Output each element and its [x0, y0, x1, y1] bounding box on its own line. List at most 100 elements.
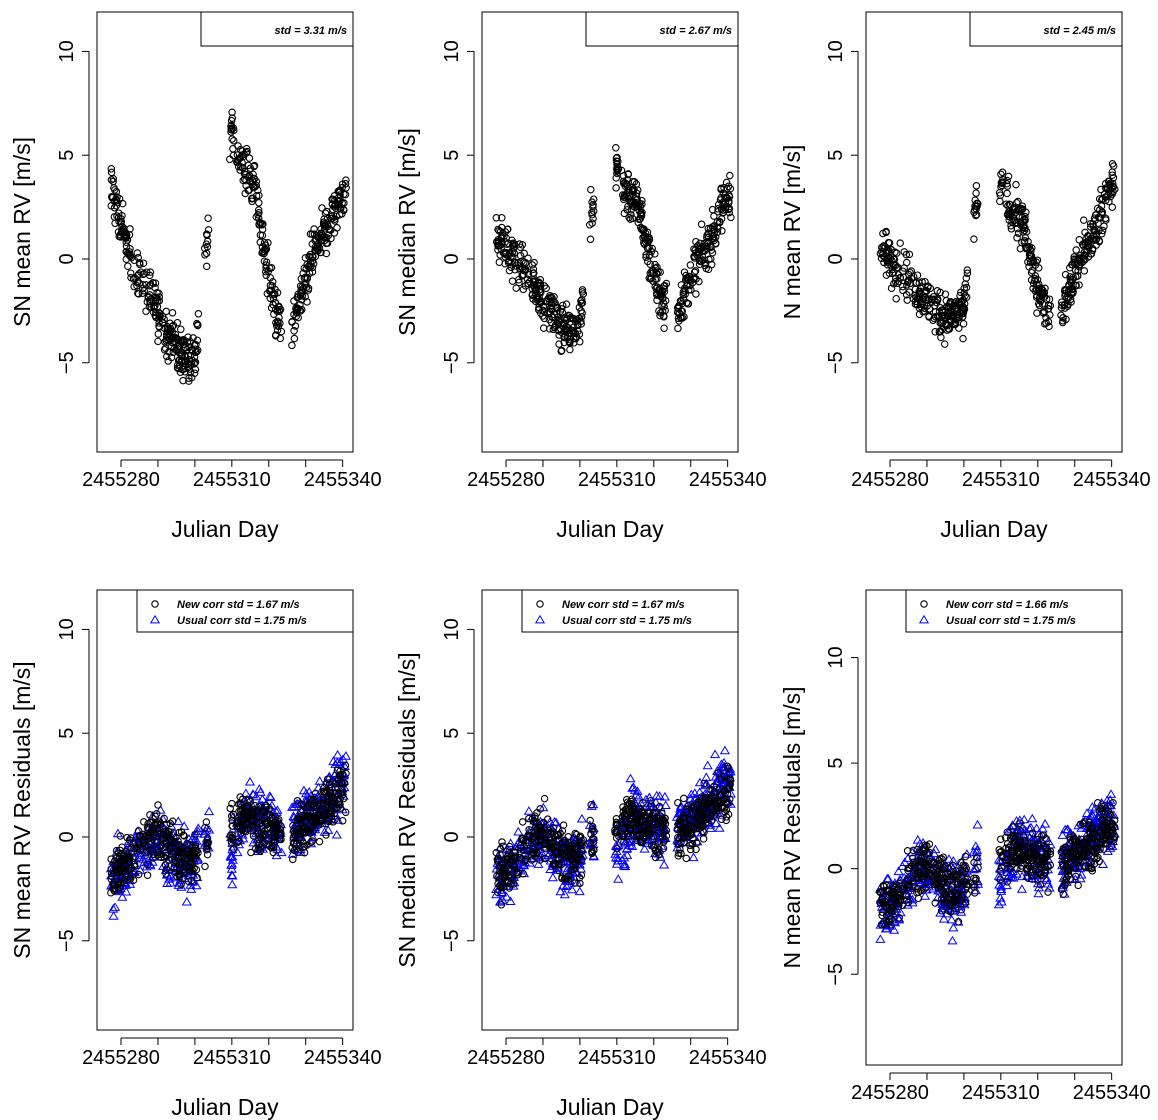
triangle-point: [547, 872, 558, 882]
y-tick-label: 0: [56, 831, 78, 842]
circle-point: [589, 195, 598, 203]
triangle-point: [165, 877, 176, 887]
triangle-point: [710, 749, 721, 759]
circle-point: [998, 168, 1007, 177]
circle-point: [941, 290, 950, 298]
triangle-point: [204, 806, 215, 816]
circle-point: [260, 245, 269, 254]
circle-point: [545, 325, 554, 333]
circle-point: [585, 221, 594, 229]
circle-point: [1024, 237, 1032, 246]
circle-point: [236, 825, 244, 833]
circle-point: [107, 869, 116, 878]
circle-point: [203, 237, 212, 245]
circle-point: [125, 248, 134, 256]
circle-point: [725, 208, 734, 217]
circle-point: [612, 157, 621, 166]
circle-point: [193, 336, 202, 345]
circle-point: [512, 284, 520, 292]
circle-point: [691, 267, 700, 275]
circle-point: [1003, 189, 1011, 198]
circle-point: [638, 200, 646, 208]
circle-point: [322, 779, 330, 788]
circle-point: [959, 334, 967, 343]
circle-point: [228, 135, 236, 143]
circle-point: [576, 337, 584, 346]
circle-point: [331, 217, 339, 225]
circle-point: [536, 279, 545, 288]
circle-point: [1002, 200, 1011, 208]
circle-point: [202, 262, 211, 271]
circle-point: [276, 334, 285, 343]
circle-point: [642, 251, 650, 259]
circle-point: [146, 837, 154, 845]
circle-point: [125, 231, 134, 239]
x-axis-title: Julian Day: [556, 1094, 664, 1120]
circle-point: [250, 162, 258, 171]
circle-point: [684, 300, 693, 308]
circle-point: [155, 293, 164, 301]
triangle-point: [227, 855, 238, 864]
circle-point: [586, 235, 595, 244]
circle-point: [134, 827, 143, 835]
circle-point: [637, 210, 645, 219]
circle-point: [143, 847, 151, 855]
circle-point: [962, 283, 971, 292]
circle-point: [1074, 272, 1082, 280]
triangle-point: [108, 911, 119, 920]
circle-point: [1041, 284, 1049, 293]
legend-label: std = 2.45 m/s: [1044, 25, 1116, 37]
triangle-point: [189, 835, 200, 845]
circle-point: [1012, 180, 1020, 189]
circle-point: [725, 192, 734, 201]
circle-point: [884, 246, 892, 254]
circle-point: [1108, 203, 1117, 211]
circle-point: [529, 265, 538, 273]
legend-box: [200, 11, 354, 47]
circle-point: [972, 210, 981, 219]
circle-point: [963, 269, 972, 278]
y-tick-label: 10: [441, 40, 463, 62]
circle-point: [309, 256, 317, 265]
circle-point: [1080, 267, 1089, 275]
y-tick-label: 0: [825, 253, 847, 264]
circle-point: [256, 847, 265, 855]
circle-point: [191, 365, 200, 374]
circle-point: [524, 270, 533, 279]
y-axis-title: SN mean RV [m/s]: [9, 137, 35, 327]
triangle-point: [191, 836, 202, 845]
circle-point: [939, 312, 947, 320]
circle-point: [276, 825, 285, 834]
triangle-point: [334, 758, 345, 768]
circle-point: [1066, 295, 1075, 304]
x-tick-label: 2455310: [193, 469, 271, 491]
circle-point: [518, 241, 527, 249]
circle-point: [277, 822, 285, 830]
circle-point: [130, 860, 139, 869]
triangle-point: [333, 788, 344, 798]
circle-point: [310, 801, 318, 810]
x-tick-label: 2455280: [82, 469, 160, 491]
circle-point: [710, 229, 718, 237]
circle-point: [267, 263, 276, 272]
circle-point: [340, 199, 348, 207]
circle-point: [945, 325, 954, 333]
circle-point: [151, 279, 160, 287]
circle-point: [514, 258, 522, 267]
circle-point: [166, 819, 175, 828]
circle-point: [1079, 216, 1088, 224]
circle-point: [1098, 226, 1107, 235]
circle-point: [628, 177, 637, 186]
y-axis-title: SN mean RV Residuals [m/s]: [9, 661, 35, 958]
circle-point: [118, 211, 126, 220]
circle-point: [1022, 208, 1030, 217]
triangle-point: [227, 879, 238, 889]
x-axis: 2455280 2455310 2455340: [467, 1037, 767, 1069]
circle-point: [1004, 172, 1013, 181]
circle-point: [624, 170, 632, 179]
circle-point: [970, 206, 979, 214]
circle-point: [228, 114, 237, 122]
